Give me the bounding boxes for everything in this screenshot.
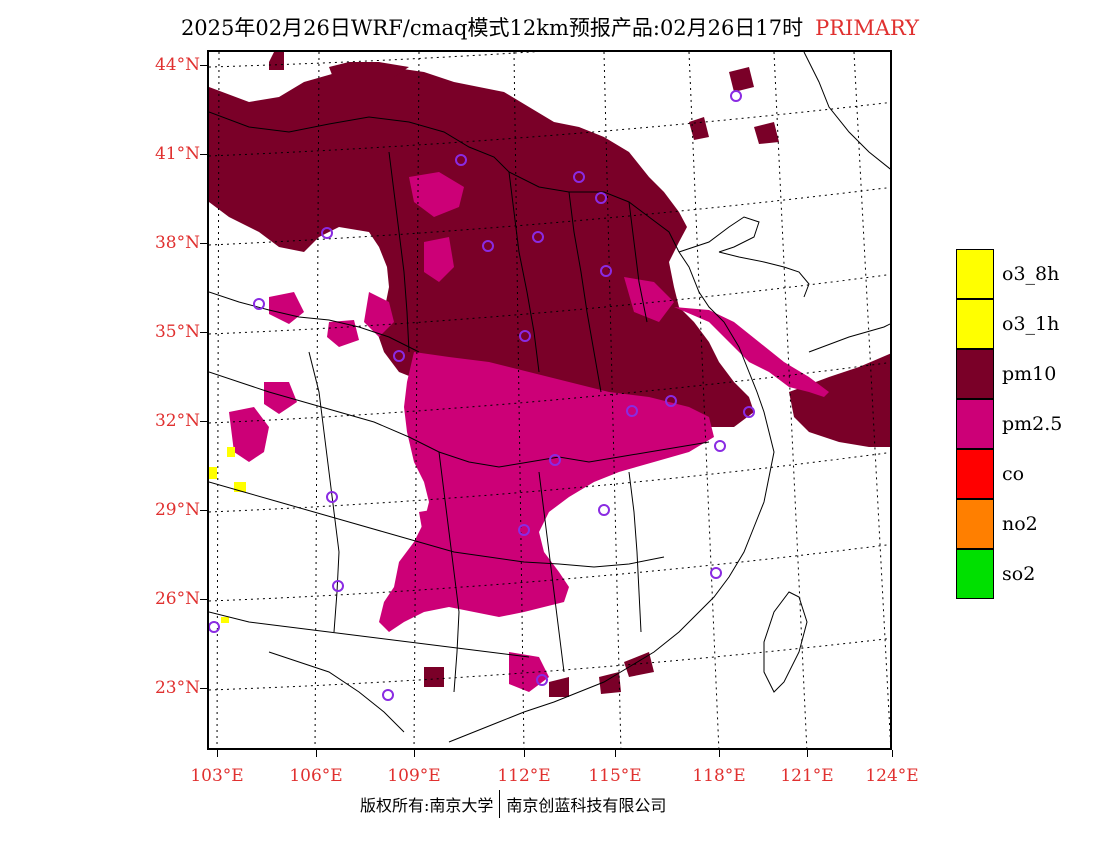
station-circle xyxy=(573,171,585,183)
legend-swatch xyxy=(956,398,994,449)
legend-item-o3-8h: o3_8h xyxy=(956,249,1086,299)
lat-label-23: 23°N xyxy=(154,678,200,698)
legend-item-so2: so2 xyxy=(956,548,1086,599)
legend-label: pm2.5 xyxy=(1002,413,1063,435)
lon-label-106: 106°E xyxy=(289,766,343,786)
station-circle xyxy=(714,440,726,452)
tick-mark xyxy=(200,243,207,244)
legend-item-pm10: pm10 xyxy=(956,348,1086,399)
legend-label: pm10 xyxy=(1002,363,1057,385)
forecast-map xyxy=(207,50,892,750)
station-circle xyxy=(600,265,612,277)
tick-mark xyxy=(807,750,808,757)
station-circle xyxy=(253,298,265,310)
lon-label-109: 109°E xyxy=(387,766,441,786)
pm10-region xyxy=(209,52,890,697)
lat-label-29: 29°N xyxy=(154,500,200,520)
legend-label: o3_8h xyxy=(1002,263,1060,285)
tick-mark xyxy=(200,154,207,155)
tick-mark xyxy=(200,65,207,66)
lat-label-32: 32°N xyxy=(154,411,200,431)
tick-mark xyxy=(316,750,317,757)
station-circle xyxy=(730,90,742,102)
tick-mark xyxy=(200,421,207,422)
legend-item-o3-1h: o3_1h xyxy=(956,298,1086,349)
copyright-right: 南京创蓝科技有限公司 xyxy=(506,796,667,815)
tick-mark xyxy=(615,750,616,757)
station-circle xyxy=(519,330,531,342)
station-circle xyxy=(382,689,394,701)
tick-mark xyxy=(200,599,207,600)
tick-mark xyxy=(719,750,720,757)
station-circle xyxy=(321,227,333,239)
legend-swatch xyxy=(956,348,994,399)
graticule xyxy=(209,52,890,748)
lat-label-35: 35°N xyxy=(154,322,200,342)
station-circle xyxy=(598,504,610,516)
lon-label-112: 112°E xyxy=(497,766,551,786)
tick-mark xyxy=(200,688,207,689)
legend-item-pm25: pm2.5 xyxy=(956,398,1086,449)
footer-divider xyxy=(499,790,501,818)
station-circle xyxy=(665,395,677,407)
copyright-footer: 版权所有:南京大学 南京创蓝科技有限公司 xyxy=(360,790,666,818)
pm25-region xyxy=(229,172,829,692)
legend-swatch xyxy=(956,249,994,299)
station-circle xyxy=(532,231,544,243)
legend-label: no2 xyxy=(1002,513,1038,535)
lon-label-124: 124°E xyxy=(865,766,919,786)
station-circle xyxy=(482,240,494,252)
lat-label-26: 26°N xyxy=(154,589,200,609)
lon-label-103: 103°E xyxy=(190,766,244,786)
map-title-main: 2025年02月26日WRF/cmaq模式12km预报产品:02月26日17时 xyxy=(180,16,804,40)
legend-swatch xyxy=(956,298,994,349)
lat-label-44: 44°N xyxy=(154,55,200,75)
tick-mark xyxy=(414,750,415,757)
station-circle xyxy=(549,454,561,466)
legend-item-no2: no2 xyxy=(956,498,1086,549)
station-circle xyxy=(209,621,220,633)
station-circle xyxy=(518,524,530,536)
station-circle xyxy=(536,674,548,686)
station-circle xyxy=(595,192,607,204)
lon-label-118: 118°E xyxy=(692,766,746,786)
legend-label: co xyxy=(1002,463,1025,485)
station-circle xyxy=(393,350,405,362)
tick-mark xyxy=(200,332,207,333)
o3-spots xyxy=(209,447,246,623)
legend-item-co: co xyxy=(956,448,1086,499)
lat-label-41: 41°N xyxy=(154,144,200,164)
lat-label-38: 38°N xyxy=(154,233,200,253)
primary-tag: PRIMARY xyxy=(815,16,920,40)
station-circle xyxy=(743,406,755,418)
legend-swatch xyxy=(956,448,994,499)
legend-swatch xyxy=(956,498,994,549)
tick-mark xyxy=(892,750,893,757)
copyright-left: 版权所有:南京大学 xyxy=(360,796,494,815)
station-circle xyxy=(455,154,467,166)
legend-label: o3_1h xyxy=(1002,313,1060,335)
legend-swatch xyxy=(956,548,994,599)
tick-mark xyxy=(524,750,525,757)
tick-mark xyxy=(200,510,207,511)
station-markers xyxy=(209,90,755,701)
tick-mark xyxy=(217,750,218,757)
lon-label-115: 115°E xyxy=(588,766,642,786)
legend-label: so2 xyxy=(1002,563,1036,585)
map-canvas xyxy=(209,52,890,748)
station-circle xyxy=(626,405,638,417)
lon-label-121: 121°E xyxy=(780,766,834,786)
pollutant-legend: o3_8h o3_1h pm10 pm2.5 co no2 so2 xyxy=(956,249,1086,599)
station-circle xyxy=(332,580,344,592)
map-title: 2025年02月26日WRF/cmaq模式12km预报产品:02月26日17时 P… xyxy=(0,12,1100,42)
station-circle xyxy=(326,491,338,503)
station-circle xyxy=(710,567,722,579)
